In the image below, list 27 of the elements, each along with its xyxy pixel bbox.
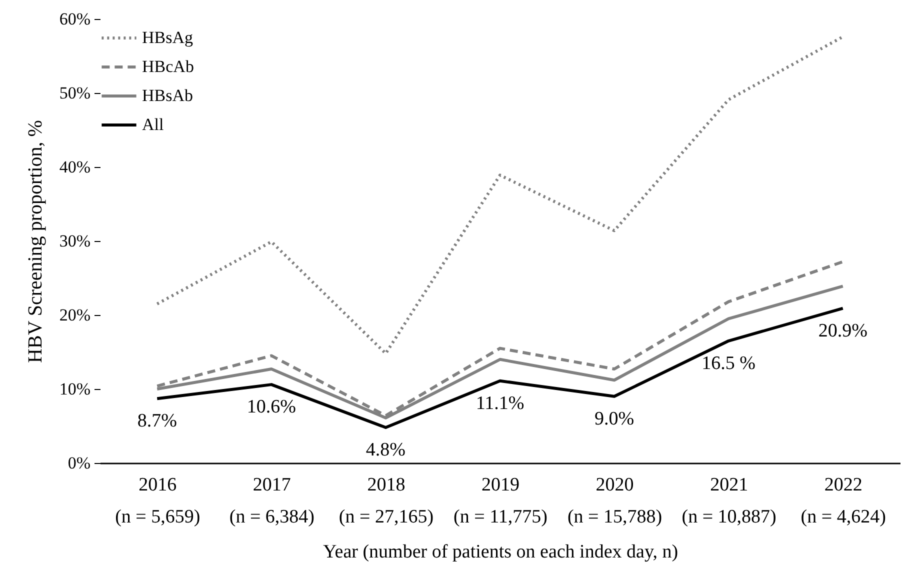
data-label: 16.5 % — [702, 352, 756, 374]
x-tick-label: 2018 (n = 27,165) — [338, 474, 434, 528]
legend-label: HBsAb — [142, 86, 194, 105]
y-tick-label: 50% — [59, 84, 90, 102]
data-label: 8.7% — [137, 410, 178, 432]
y-tick-label: 30% — [59, 232, 90, 250]
legend-label: All — [142, 115, 164, 134]
y-tick-label: 20% — [59, 306, 90, 324]
x-tick-label: 2016 (n = 5,659) — [115, 474, 200, 528]
x-tick-label: 2020 (n = 15,788) — [567, 474, 662, 528]
data-label: 10.6% — [246, 396, 296, 418]
y-axis-title: HBV Screening proportion, % — [24, 120, 46, 363]
x-tick-label: 2019 (n = 11,775) — [454, 474, 548, 528]
data-label: 11.1% — [476, 392, 524, 414]
x-axis-title: Year (number of patients on each index day, n) — [322, 542, 678, 562]
y-tick-label: 10% — [59, 380, 90, 398]
x-tick-label: 2021 (n = 10,887) — [682, 474, 776, 528]
data-label: 4.8% — [366, 439, 406, 460]
y-tick-label: 40% — [59, 158, 90, 176]
data-label: 9.0% — [594, 408, 634, 430]
legend-label: HBcAb — [142, 57, 194, 76]
y-tick-label: 60% — [59, 10, 90, 28]
data-label: 20.9% — [818, 320, 868, 342]
legend-label: HBsAg — [142, 28, 194, 47]
y-tick-label: 0% — [68, 454, 90, 472]
x-tick-label: 2017 (n = 6,384) — [229, 474, 314, 528]
x-tick-label: 2022 (n = 4,624) — [800, 474, 886, 528]
